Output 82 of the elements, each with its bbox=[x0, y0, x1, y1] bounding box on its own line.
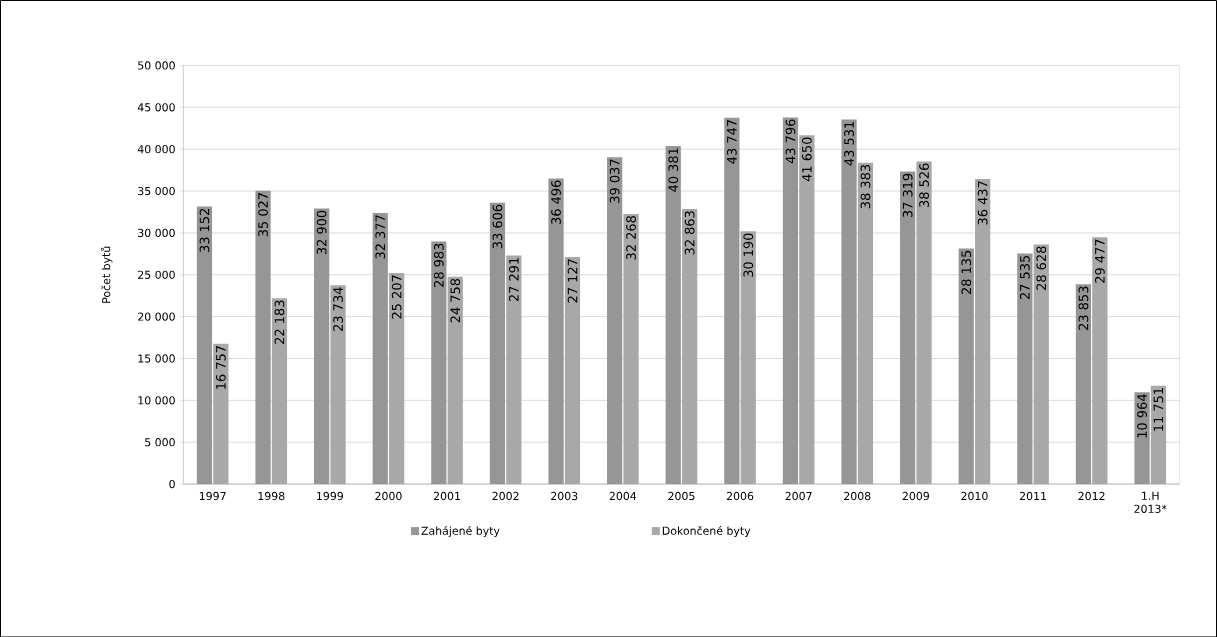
bar bbox=[782, 117, 799, 484]
data-label: 35 027 bbox=[258, 192, 268, 237]
data-label: 33 606 bbox=[492, 204, 503, 248]
x-tick-label: 2011 bbox=[1019, 491, 1046, 500]
y-tick-label: 45 000 bbox=[137, 102, 175, 112]
data-label: 23 734 bbox=[333, 287, 343, 331]
bar bbox=[607, 156, 623, 484]
data-label: 43 531 bbox=[844, 121, 854, 166]
data-label: 43 796 bbox=[785, 119, 796, 163]
bar bbox=[1017, 253, 1033, 484]
y-tick-label: 20 000 bbox=[138, 312, 175, 321]
x-tick-label: 1998 bbox=[258, 491, 285, 500]
data-label: 32 863 bbox=[684, 210, 695, 255]
data-label: 22 183 bbox=[274, 300, 285, 344]
x-tick-label: 2003 bbox=[551, 491, 578, 500]
data-label: 40 381 bbox=[668, 148, 679, 192]
bar bbox=[724, 117, 740, 484]
data-label: 11 751 bbox=[1153, 387, 1164, 431]
data-label: 23 853 bbox=[1078, 286, 1089, 330]
bar bbox=[665, 145, 681, 484]
data-label: 39 037 bbox=[609, 159, 620, 203]
data-label: 27 535 bbox=[1019, 255, 1030, 299]
data-label: 16 757 bbox=[215, 345, 226, 389]
data-label: 27 291 bbox=[508, 257, 519, 301]
data-label: 43 747 bbox=[726, 119, 737, 164]
y-tick-label: 10 000 bbox=[138, 395, 175, 405]
data-label: 32 377 bbox=[375, 215, 386, 259]
y-tick-label: 50 000 bbox=[138, 61, 175, 70]
data-label: 38 526 bbox=[919, 163, 929, 207]
y-axis-title: Počet bytů bbox=[100, 246, 113, 303]
data-label: 36 437 bbox=[977, 181, 988, 225]
data-label: 38 383 bbox=[860, 164, 871, 208]
y-tick-label: 35 000 bbox=[138, 186, 175, 195]
x-tick-label: 1999 bbox=[317, 491, 344, 500]
data-label: 33 152 bbox=[199, 208, 210, 252]
x-tick-label: 2005 bbox=[668, 491, 695, 500]
x-tick-label: 2002 bbox=[492, 491, 519, 500]
x-tick-label: 2006 bbox=[726, 491, 754, 500]
y-tick-label: 30 000 bbox=[138, 228, 175, 237]
y-tick-label: 25 000 bbox=[138, 270, 175, 279]
bar bbox=[431, 241, 447, 484]
x-tick-label: 2008 bbox=[844, 491, 871, 500]
bar bbox=[900, 171, 916, 484]
data-label: 27 127 bbox=[567, 259, 578, 303]
data-label: 29 477 bbox=[1094, 239, 1105, 283]
bar bbox=[548, 178, 564, 484]
data-label: 41 650 bbox=[801, 137, 812, 181]
x-tick-label: 2007 bbox=[785, 491, 812, 500]
x-tick-label: 1997 bbox=[199, 491, 226, 500]
x-tick-label: 2009 bbox=[902, 491, 930, 500]
legend-label: Dokončené byty bbox=[662, 525, 751, 537]
data-label: 25 207 bbox=[391, 275, 402, 319]
data-label: 37 319 bbox=[902, 173, 913, 217]
x-tick-label: 2004 bbox=[609, 491, 637, 500]
y-tick-label: 15 000 bbox=[138, 354, 175, 363]
legend-label: Zahájené byty bbox=[421, 525, 500, 537]
data-label: 32 900 bbox=[316, 210, 327, 254]
bar bbox=[196, 206, 213, 484]
x-tick-label: 2000 bbox=[375, 491, 402, 500]
bar bbox=[1134, 392, 1150, 484]
data-label: 24 758 bbox=[450, 278, 461, 323]
bar bbox=[372, 212, 388, 484]
data-label: 28 135 bbox=[961, 250, 972, 294]
bar bbox=[255, 190, 271, 484]
bar bbox=[489, 202, 506, 484]
data-label: 32 268 bbox=[626, 215, 636, 260]
data-label: 30 190 bbox=[743, 233, 754, 277]
data-label: 28 983 bbox=[433, 243, 444, 287]
bar bbox=[958, 248, 974, 484]
bar bbox=[314, 208, 330, 484]
y-tick-label: 40 000 bbox=[137, 144, 175, 154]
y-tick-label: 0 bbox=[169, 479, 175, 488]
data-label: 36 496 bbox=[551, 180, 561, 224]
bar bbox=[841, 119, 857, 484]
y-tick-label: 5 000 bbox=[145, 437, 175, 447]
x-tick-label: 2012 bbox=[1078, 491, 1105, 500]
bar bbox=[1075, 284, 1092, 484]
data-label: 10 964 bbox=[1137, 394, 1147, 438]
x-tick-label: 2001 bbox=[433, 491, 460, 500]
x-tick-label: 2010 bbox=[961, 491, 988, 500]
data-label: 28 628 bbox=[1036, 246, 1047, 290]
x-tick-label: 1.H 2013* bbox=[1134, 491, 1167, 513]
